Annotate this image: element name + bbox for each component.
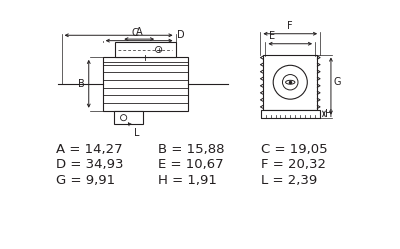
Text: H: H bbox=[325, 109, 332, 119]
Text: C = 19,05: C = 19,05 bbox=[261, 143, 328, 156]
Text: D: D bbox=[177, 30, 185, 40]
Bar bbox=[103, 57, 188, 111]
Text: F: F bbox=[288, 21, 293, 31]
Bar bbox=[263, 55, 317, 110]
Text: G = 9,91: G = 9,91 bbox=[56, 174, 115, 187]
Text: E = 10,67: E = 10,67 bbox=[158, 158, 224, 171]
Text: D = 34,93: D = 34,93 bbox=[56, 158, 124, 171]
Bar bbox=[114, 111, 143, 124]
Text: F = 20,32: F = 20,32 bbox=[261, 158, 326, 171]
Bar bbox=[261, 110, 320, 118]
Text: E: E bbox=[268, 31, 275, 41]
Text: C: C bbox=[132, 28, 139, 38]
Text: B = 15,88: B = 15,88 bbox=[158, 143, 225, 156]
Bar bbox=[115, 42, 176, 57]
Text: L = 2,39: L = 2,39 bbox=[261, 174, 317, 187]
Text: A: A bbox=[136, 27, 142, 37]
Text: G: G bbox=[333, 77, 341, 87]
Text: A = 14,27: A = 14,27 bbox=[56, 143, 123, 156]
Text: H = 1,91: H = 1,91 bbox=[158, 174, 217, 187]
Text: L: L bbox=[128, 123, 140, 138]
Text: B: B bbox=[78, 79, 85, 89]
